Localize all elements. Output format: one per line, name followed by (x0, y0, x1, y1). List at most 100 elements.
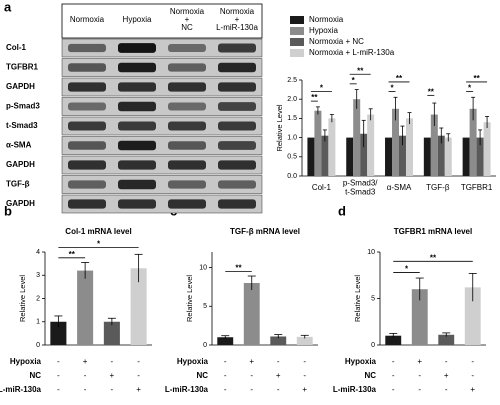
blot-band (218, 121, 256, 131)
blot-band (118, 43, 156, 53)
legend-label: Normoxia + NC (309, 37, 364, 46)
lane-label: Normoxia (70, 15, 105, 24)
lane-label: Hypoxia (123, 15, 152, 24)
bar (437, 135, 445, 176)
blot-strip (61, 58, 263, 77)
treatment-sign: - (250, 385, 253, 394)
blot-band (68, 63, 106, 72)
treatment-label: Hypoxia (345, 357, 377, 366)
panel-label: d (338, 203, 346, 218)
chart-title: Col-1 mRNA level (65, 227, 131, 236)
significance-label: * (352, 76, 356, 85)
x-tick-label: p-Smad3/t-Smad3 (343, 179, 378, 197)
y-axis-label: Relative Level (18, 275, 27, 322)
legend-label: Hypoxia (309, 26, 338, 35)
treatment-sign: + (444, 371, 449, 380)
blot-row-label: GAPDH (6, 160, 35, 169)
blot-band (68, 43, 106, 53)
blot-band (168, 121, 206, 131)
treatment-sign: + (302, 385, 307, 394)
significance-label: ** (430, 253, 437, 262)
blot-band (118, 62, 156, 73)
treatment-sign: - (57, 371, 60, 380)
significance-label: ** (357, 66, 364, 75)
x-tick-label: TGFBR1 (461, 183, 493, 192)
bar (476, 137, 484, 176)
y-tick-label: 1 (36, 319, 40, 326)
treatment-sign: - (392, 371, 395, 380)
x-tick-label: α-SMA (387, 183, 412, 192)
bar (103, 321, 120, 345)
y-tick-label: 10 (367, 249, 375, 256)
blot-strip (61, 97, 263, 116)
treatment-label: L-miR-130a (0, 385, 42, 394)
blot-band (218, 180, 256, 189)
blot-row-label: GAPDH (6, 199, 35, 208)
bar (296, 336, 313, 345)
y-tick-label: 0.5 (287, 154, 297, 161)
bar (385, 335, 402, 345)
y-tick-label: 5 (203, 303, 207, 310)
blot-band (118, 101, 156, 112)
blot-strip (61, 38, 263, 58)
bar (243, 283, 260, 345)
y-tick-label: 0 (371, 342, 375, 349)
blot-band (118, 140, 156, 151)
treatment-sign: - (277, 357, 280, 366)
bar (217, 337, 234, 345)
legend-label: Normoxia (309, 15, 344, 24)
x-tick-label: Col-1 (312, 183, 332, 192)
blot-band (68, 160, 106, 170)
significance-label: * (468, 84, 472, 93)
blot-band (168, 160, 206, 170)
treatment-sign: + (110, 371, 115, 380)
bar (367, 114, 375, 176)
y-tick-label: 2 (36, 295, 40, 302)
bar (405, 118, 413, 176)
treatment-sign: - (111, 385, 114, 394)
chart-title: TGFBR1 mRNA level (394, 227, 472, 236)
blot-band (68, 199, 106, 209)
lane-label: Normoxia + L-miR-130a (216, 7, 258, 32)
significance-label: ** (428, 87, 435, 96)
y-axis-label: Relative Level (275, 104, 284, 151)
bar (77, 270, 94, 345)
treatment-sign: - (445, 385, 448, 394)
bar (444, 137, 452, 176)
blot-band (68, 82, 106, 92)
treatment-sign: + (83, 357, 88, 366)
bar (385, 137, 393, 176)
y-tick-label: 2.5 (287, 77, 297, 84)
treatment-label: NC (29, 371, 41, 380)
treatment-sign: - (445, 357, 448, 366)
blot-strip (61, 77, 263, 97)
significance-label: * (390, 84, 394, 93)
treatment-sign: + (136, 385, 141, 394)
treatment-sign: - (111, 357, 114, 366)
legend-swatch (290, 49, 304, 57)
blot-row-label: α-SMA (6, 141, 32, 150)
y-tick-label: 3 (36, 272, 40, 279)
treatment-sign: - (392, 357, 395, 366)
treatment-sign: - (84, 371, 87, 380)
blot-band (118, 82, 156, 92)
blot-band (68, 102, 106, 111)
bar (353, 99, 361, 176)
panel-label: b (4, 203, 12, 218)
blot-band (118, 121, 156, 131)
significance-label: ** (69, 250, 76, 259)
bar (483, 122, 491, 176)
blot-band (218, 62, 256, 73)
treatment-label: Hypoxia (10, 357, 42, 366)
blot-row-label: Col-1 (6, 43, 27, 52)
panel-label: a (4, 0, 12, 14)
blot-row-label: t-Smad3 (6, 121, 38, 130)
bar (430, 114, 438, 176)
blot-strip (61, 136, 263, 155)
blot-band (168, 141, 206, 150)
treatment-sign: - (418, 371, 421, 380)
legend-swatch (290, 16, 304, 24)
bar (307, 137, 315, 176)
blot-band (68, 180, 106, 189)
treatment-sign: - (250, 371, 253, 380)
